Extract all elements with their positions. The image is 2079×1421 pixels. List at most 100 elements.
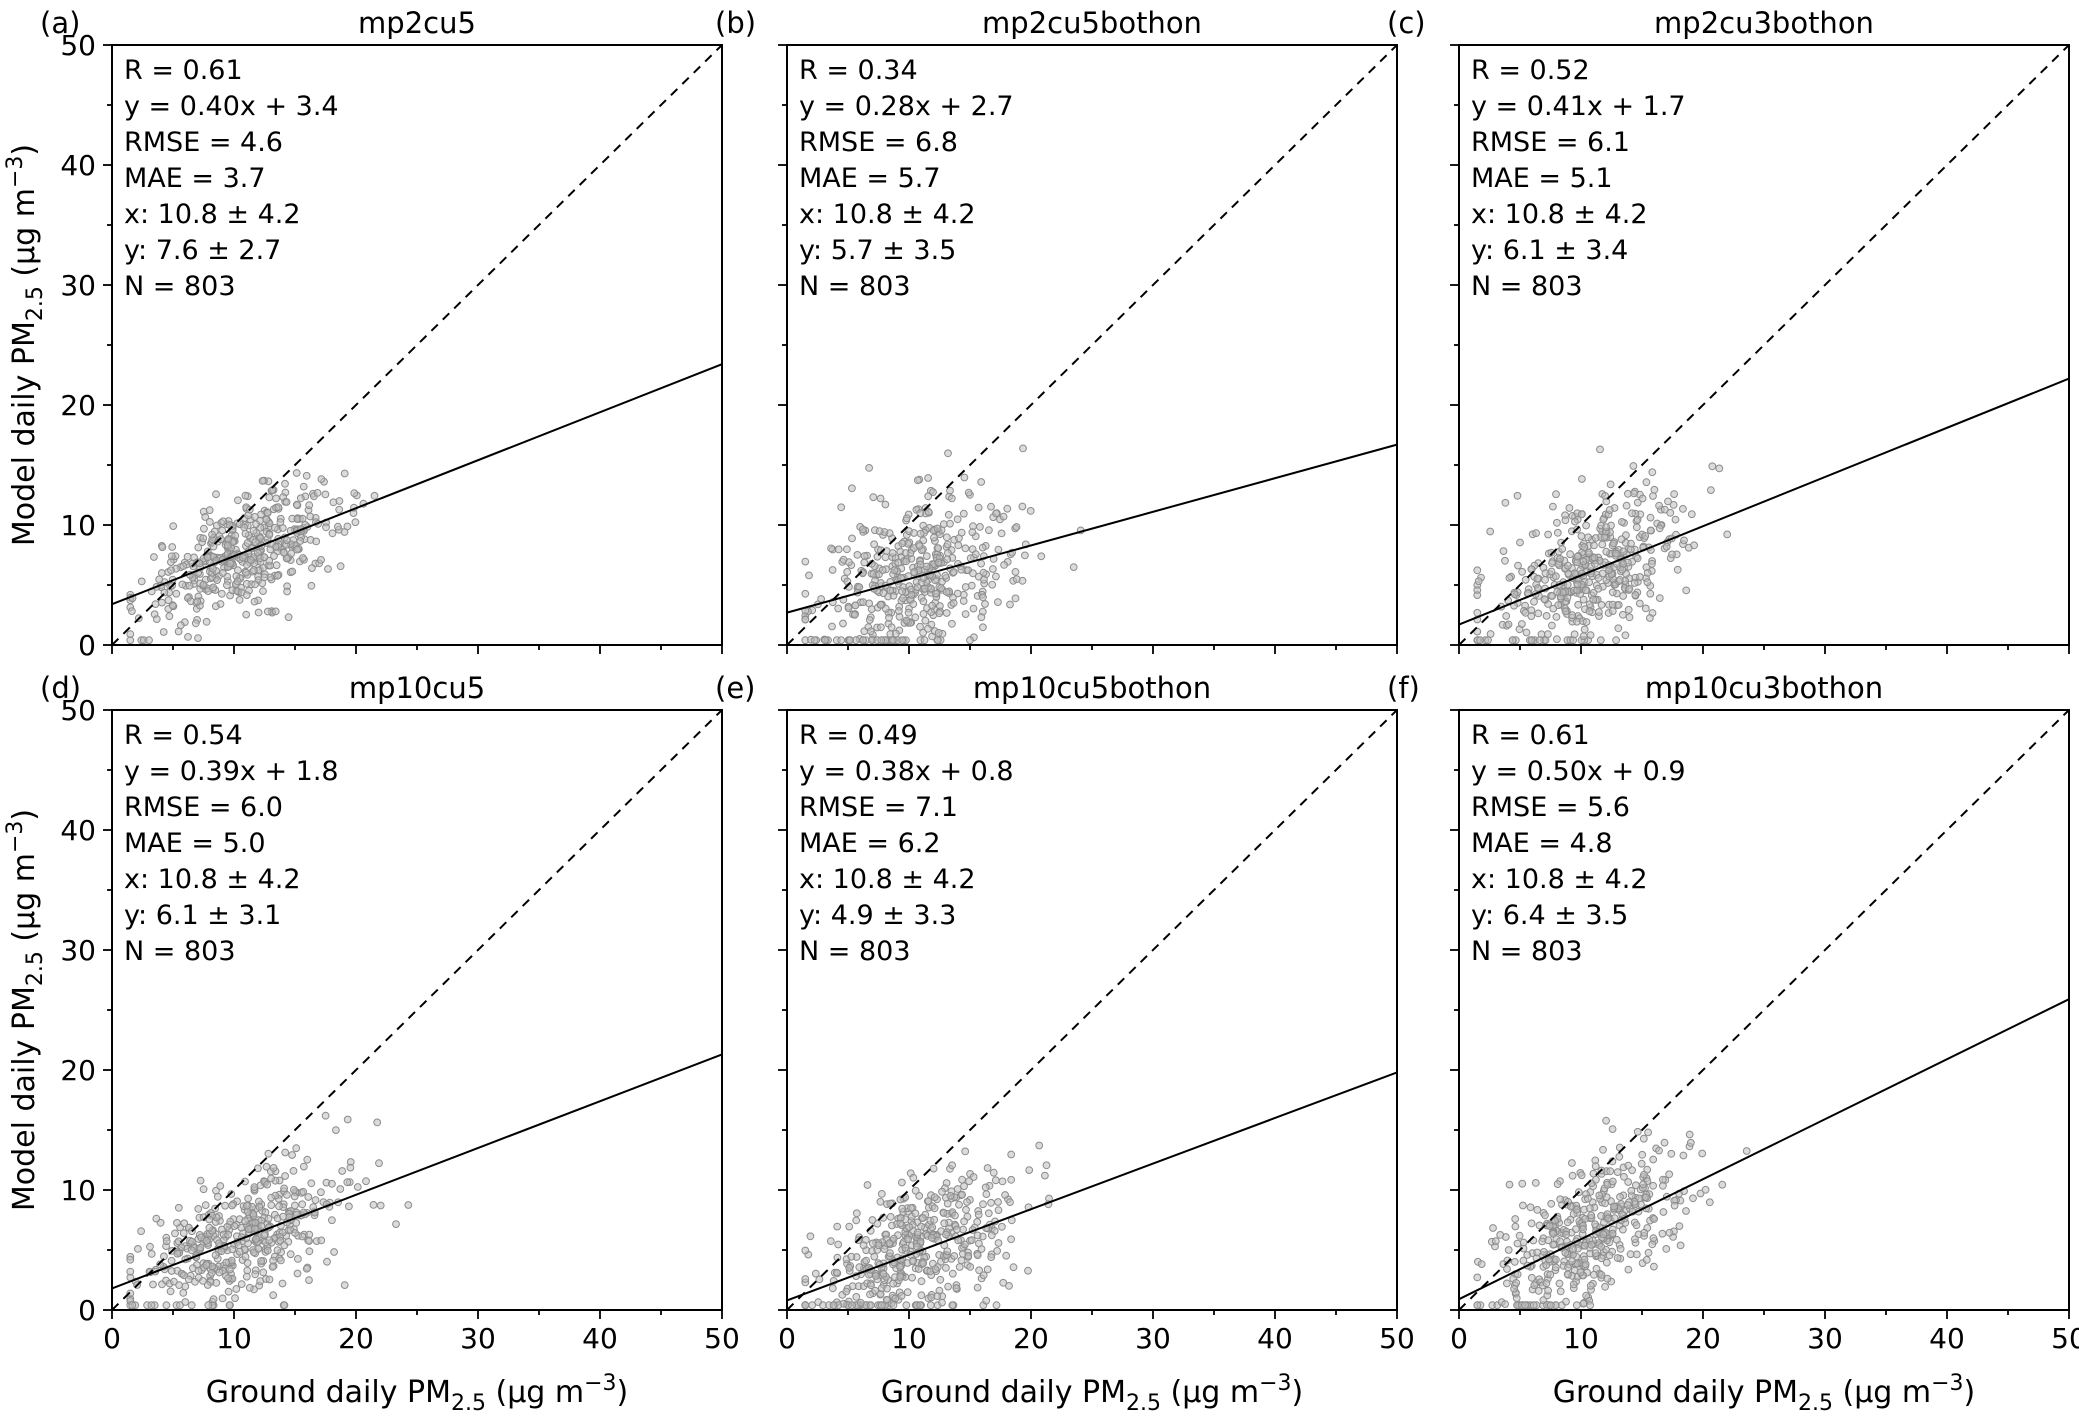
scatter-point — [277, 1256, 285, 1265]
scatter-point — [224, 1230, 233, 1239]
scatter-point — [902, 616, 911, 625]
scatter-point — [919, 597, 928, 606]
scatter-point — [862, 1256, 870, 1265]
scatter-point — [178, 580, 187, 589]
scatter-point — [167, 552, 176, 561]
scatter-point — [265, 493, 274, 502]
scatter-point — [350, 489, 359, 498]
scatter-point — [1541, 576, 1549, 584]
scatter-point — [137, 1227, 146, 1236]
scatter-point — [216, 1182, 225, 1190]
scatter-point — [886, 586, 895, 595]
scatter-point — [305, 1237, 314, 1245]
scatter-point — [1518, 1179, 1527, 1188]
scatter-point — [902, 514, 911, 523]
scatter-point — [916, 1301, 925, 1310]
scatter-point — [1544, 530, 1552, 539]
scatter-point — [255, 1203, 264, 1211]
scatter-point — [961, 1147, 970, 1156]
scatter-point — [877, 1301, 886, 1310]
scatter-point — [346, 1163, 355, 1172]
scatter-point — [837, 636, 846, 645]
scatter-point — [274, 503, 283, 512]
x-tick-label: 20 — [1013, 1322, 1049, 1355]
scatter-point — [801, 557, 810, 566]
y-tick-label: 20 — [60, 389, 96, 422]
scatter-point — [866, 1290, 874, 1299]
scatter-point — [910, 568, 918, 576]
scatter-point — [1655, 501, 1663, 510]
scatter-point — [1553, 528, 1562, 537]
x-tick-label: 40 — [1929, 1322, 1965, 1355]
scatter-point — [187, 1246, 196, 1255]
scatter-point — [896, 1219, 905, 1228]
scatter-point — [944, 1282, 952, 1291]
scatter-point — [967, 1236, 976, 1244]
scatter-point — [278, 1279, 287, 1288]
scatter-point — [254, 608, 263, 617]
scatter-point — [1503, 1265, 1511, 1273]
scatter-point — [964, 1252, 973, 1260]
scatter-point — [251, 580, 260, 589]
scatter-point — [332, 1126, 340, 1134]
scatter-point — [1641, 604, 1650, 613]
stats-line: y: 6.1 ± 3.4 — [1471, 235, 1628, 266]
scatter-point — [1679, 1151, 1688, 1160]
scatter-point — [953, 1225, 961, 1234]
panel-letter: (b) — [715, 6, 756, 40]
scatter-point — [340, 1281, 349, 1289]
scatter-point — [1568, 1159, 1576, 1167]
scatter-point — [845, 1263, 854, 1272]
scatter-point — [888, 549, 897, 557]
scatter-point — [1642, 1193, 1650, 1202]
scatter-point — [979, 1271, 988, 1280]
scatter-point — [1577, 1171, 1586, 1180]
scatter-point — [164, 596, 173, 605]
scatter-point — [915, 1192, 924, 1200]
scatter-point — [340, 469, 349, 478]
scatter-point — [264, 1149, 273, 1158]
scatter-point — [1625, 613, 1634, 622]
scatter-point — [957, 565, 966, 574]
scatter-point — [362, 1177, 370, 1186]
scatter-point — [1037, 552, 1046, 561]
scatter-point — [898, 539, 907, 548]
x-tick-label: 40 — [582, 1322, 618, 1355]
scatter-point — [943, 555, 952, 564]
scatter-point — [859, 598, 867, 606]
scatter-point — [863, 1181, 872, 1189]
stats-block: R = 0.61 y = 0.50x + 0.9 RMSE = 5.6 MAE = 4… — [1471, 720, 1686, 967]
scatter-point — [1521, 1301, 1529, 1310]
scatter-point — [324, 565, 332, 573]
stats-line: N = 803 — [124, 271, 236, 302]
scatter-point — [904, 1235, 912, 1244]
axis-label: Ground daily PM2.5 (µg m−3) — [206, 1371, 629, 1416]
x-tick-label: 40 — [1257, 1322, 1293, 1355]
scatter-point — [1682, 586, 1691, 595]
y-tick-label: 10 — [60, 1174, 96, 1207]
scatter-point — [249, 526, 258, 535]
scatter-point — [969, 604, 978, 613]
scatter-point — [921, 616, 930, 625]
scatter-point — [1580, 543, 1589, 551]
scatter-point — [1511, 1215, 1520, 1223]
scatter-point — [1718, 1180, 1727, 1189]
scatter-point — [898, 1204, 907, 1213]
scatter-point — [1649, 1234, 1658, 1243]
scatter-point — [188, 1237, 196, 1246]
stats-line: y = 0.38x + 0.8 — [799, 756, 1014, 787]
scatter-point — [901, 549, 910, 557]
x-tick-label: 10 — [891, 1322, 927, 1355]
scatter-point — [1533, 1248, 1542, 1257]
stats-block: R = 0.54 y = 0.39x + 1.8 RMSE = 6.0 MAE = 5… — [124, 720, 339, 967]
scatter-point — [369, 1201, 378, 1209]
scatter-point — [1024, 1266, 1032, 1275]
scatter-point — [962, 1205, 970, 1214]
scatter-point — [286, 1250, 295, 1259]
scatter-point — [1650, 1262, 1658, 1271]
scatter-point — [979, 623, 987, 632]
scatter-point — [973, 1283, 982, 1292]
stats-line: y = 0.50x + 0.9 — [1471, 756, 1686, 787]
scatter-point — [991, 1176, 1000, 1185]
scatter-point — [1636, 573, 1644, 581]
